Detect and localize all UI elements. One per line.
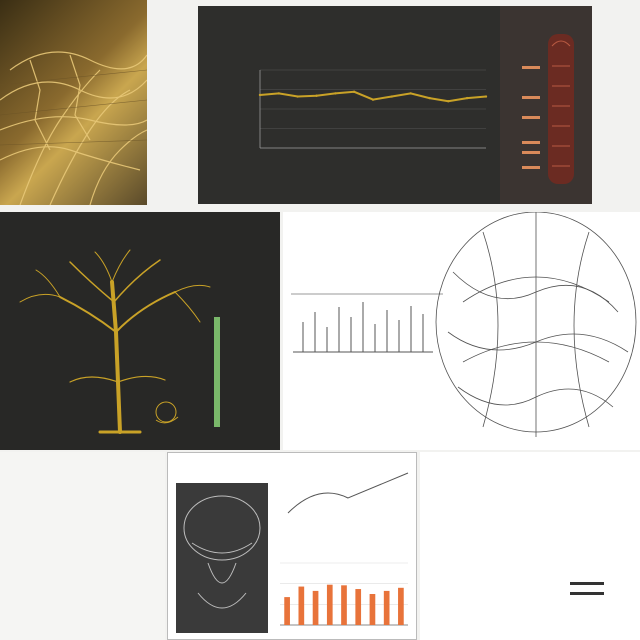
golden-skeleton-image bbox=[0, 51, 147, 205]
data-point bbox=[352, 90, 356, 94]
panel-text-columns bbox=[420, 452, 640, 640]
bar bbox=[284, 597, 290, 625]
panel-anatomy-dark bbox=[500, 6, 592, 204]
bar bbox=[312, 590, 319, 625]
line-chart bbox=[258, 69, 488, 149]
data-point bbox=[465, 96, 469, 100]
paper-plot bbox=[291, 212, 637, 437]
bar-chart bbox=[280, 472, 409, 626]
data-point bbox=[296, 95, 299, 98]
panel-golden-tree bbox=[0, 212, 280, 450]
bar bbox=[355, 589, 362, 625]
data-point bbox=[447, 100, 450, 103]
panel-paper-page bbox=[283, 212, 640, 450]
bar bbox=[298, 586, 305, 625]
data-point bbox=[334, 92, 337, 95]
anatomy-dark-image bbox=[522, 34, 574, 184]
bar bbox=[326, 584, 333, 625]
data-point bbox=[315, 94, 318, 97]
panel-handwriting bbox=[0, 452, 165, 640]
mini-bar-legend bbox=[570, 582, 604, 595]
bar bbox=[341, 585, 347, 625]
bar bbox=[383, 590, 390, 625]
data-point bbox=[428, 96, 431, 100]
data-point bbox=[277, 92, 281, 95]
data-point bbox=[371, 98, 375, 101]
data-point bbox=[409, 92, 412, 95]
data-point bbox=[390, 95, 394, 98]
golden-tree-diagram bbox=[19, 249, 220, 434]
annotation-line bbox=[287, 472, 409, 514]
panel-golden-skeleton bbox=[0, 0, 147, 205]
panel-line-chart bbox=[198, 6, 500, 204]
data-point bbox=[484, 95, 488, 98]
bar bbox=[369, 594, 376, 625]
bar bbox=[398, 587, 404, 625]
data-point bbox=[258, 93, 262, 97]
panel-bar-figure bbox=[167, 452, 417, 640]
brain-image bbox=[176, 483, 268, 633]
